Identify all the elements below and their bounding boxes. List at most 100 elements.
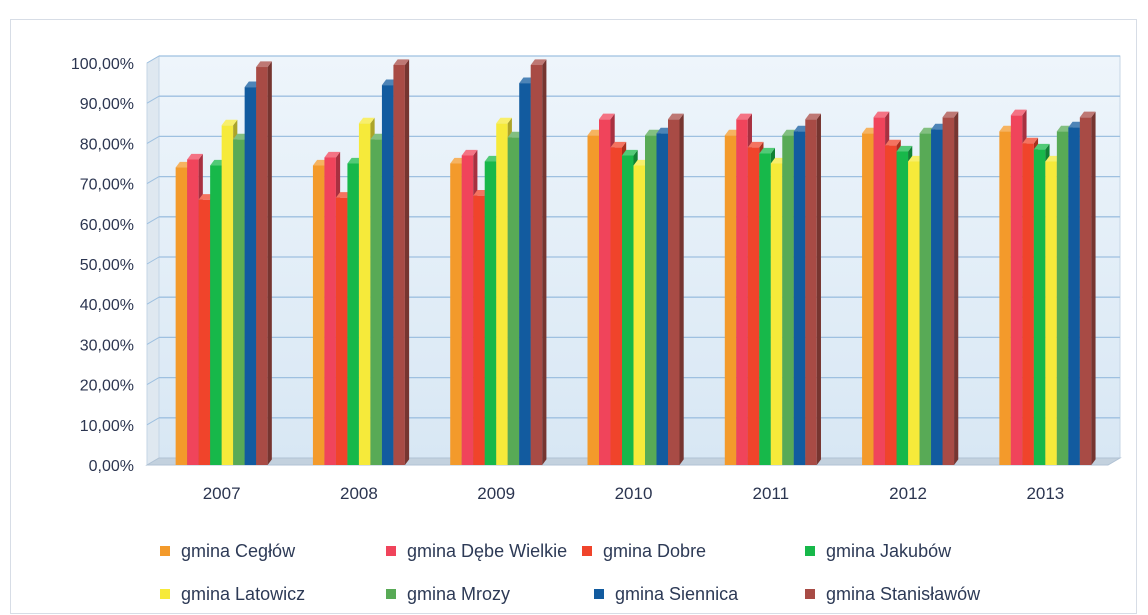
bar-front	[359, 123, 371, 465]
bar-front	[336, 198, 348, 465]
legend-item-mrozy: gmina Mrozy	[386, 582, 510, 606]
x-tick-label: 2011	[753, 484, 790, 503]
bar-front	[931, 129, 943, 465]
bar-side	[405, 59, 409, 465]
legend: gmina Cegłów gmina Dębe Wielkie gmina Do…	[160, 529, 1040, 609]
y-tick-label: 100,00%	[71, 56, 134, 73]
x-tick-label: 2009	[477, 484, 515, 503]
bar-front	[805, 119, 817, 465]
legend-label-latowicz: gmina Latowicz	[181, 584, 305, 604]
legend-swatch-mrozy	[386, 589, 396, 599]
y-tick-label: 70,00%	[80, 177, 134, 194]
bar-front	[324, 157, 336, 465]
bar-front	[199, 200, 211, 465]
bar-front	[233, 139, 245, 465]
y-tick-label: 30,00%	[80, 337, 134, 354]
bar-front	[736, 119, 748, 465]
legend-item-jakubow: gmina Jakubów	[805, 539, 951, 563]
bar	[256, 61, 272, 465]
bar-front	[1057, 131, 1069, 465]
bar-front	[794, 131, 806, 465]
bar	[943, 112, 959, 465]
x-tick-label: 2007	[203, 484, 241, 503]
bar-front	[920, 133, 932, 465]
bar-front	[657, 133, 669, 465]
x-tick-label: 2013	[1026, 484, 1064, 503]
bar-front	[908, 161, 920, 465]
bar-front	[485, 161, 497, 465]
y-tick-label: 50,00%	[80, 257, 134, 274]
legend-item-latowicz: gmina Latowicz	[160, 582, 305, 606]
bar-front	[668, 119, 680, 465]
legend-label-debe-wielkie: gmina Dębe Wielkie	[407, 541, 567, 561]
bar-front	[622, 155, 634, 465]
bar-side	[954, 112, 958, 465]
bar	[668, 114, 684, 465]
legend-label-ceglow: gmina Cegłów	[181, 541, 295, 561]
legend-swatch-dobre	[582, 546, 592, 556]
bar-front	[245, 87, 257, 465]
bar-front	[256, 67, 268, 465]
legend-label-dobre: gmina Dobre	[603, 541, 706, 561]
bar-side	[268, 61, 272, 465]
bar-front	[999, 131, 1011, 465]
legend-label-stanislawow: gmina Stanisławów	[826, 584, 980, 604]
bar-front	[382, 85, 394, 465]
bar-front	[897, 151, 909, 465]
bar-front	[496, 123, 508, 465]
bar-front	[347, 164, 359, 466]
y-tick-label: 40,00%	[80, 297, 134, 314]
legend-swatch-siennica	[594, 589, 604, 599]
legend-swatch-stanislawow	[805, 589, 815, 599]
bar-front	[588, 135, 600, 465]
x-tick-label: 2012	[889, 484, 927, 503]
bar-front	[450, 164, 462, 466]
y-tick-label: 90,00%	[80, 96, 134, 113]
bar-front	[634, 166, 646, 465]
bar-front	[771, 164, 783, 466]
bar-front	[462, 155, 474, 465]
bar-front	[176, 168, 188, 465]
bar-front	[645, 135, 657, 465]
bar-front	[1011, 115, 1023, 465]
y-tick-label: 80,00%	[80, 136, 134, 153]
legend-label-jakubow: gmina Jakubów	[826, 541, 951, 561]
bar-front	[943, 117, 955, 465]
legend-item-stanislawow: gmina Stanisławów	[805, 582, 980, 606]
bar	[531, 59, 547, 465]
bar-front	[1045, 161, 1057, 465]
legend-label-mrozy: gmina Mrozy	[407, 584, 510, 604]
bar-front	[1022, 143, 1034, 465]
bar-side	[1091, 112, 1095, 465]
legend-item-dobre: gmina Dobre	[582, 539, 706, 563]
legend-label-siennica: gmina Siennica	[615, 584, 738, 604]
legend-swatch-jakubow	[805, 546, 815, 556]
legend-item-debe-wielkie: gmina Dębe Wielkie	[386, 539, 567, 563]
bar-front	[187, 159, 199, 465]
bar-front	[210, 166, 222, 465]
legend-item-siennica: gmina Siennica	[594, 582, 738, 606]
bar-front	[222, 125, 234, 465]
bar-front	[531, 65, 543, 465]
y-tick-label: 60,00%	[80, 217, 134, 234]
legend-swatch-latowicz	[160, 589, 170, 599]
x-tick-label: 2010	[615, 484, 653, 503]
bar	[1080, 112, 1096, 465]
bar-front	[874, 117, 886, 465]
legend-item-ceglow: gmina Cegłów	[160, 539, 295, 563]
bar-front	[519, 83, 531, 465]
bar-front	[473, 196, 485, 465]
bar-front	[782, 135, 794, 465]
y-tick-label: 0,00%	[89, 458, 134, 475]
bar	[805, 114, 821, 465]
bar-side	[817, 114, 821, 465]
bar-front	[611, 147, 623, 465]
bar-front	[862, 133, 874, 465]
bar-front	[885, 145, 897, 465]
bar-front	[1034, 149, 1046, 465]
bar-front	[759, 153, 771, 465]
bar-front	[508, 137, 520, 465]
y-tick-label: 20,00%	[80, 378, 134, 395]
bar-front	[1080, 117, 1092, 465]
bar	[393, 59, 409, 465]
